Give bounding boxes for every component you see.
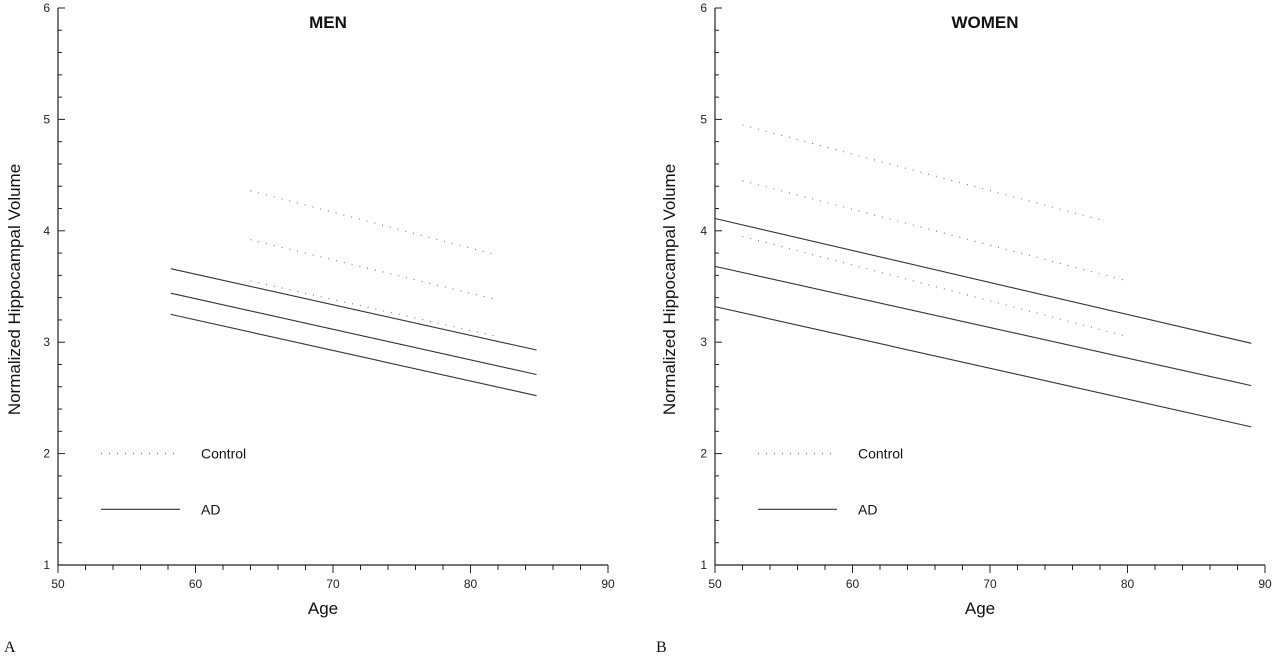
y-tick-label: 6	[700, 1, 707, 15]
ad-series-line	[714, 217, 1252, 344]
legend-ad-label: AD	[858, 501, 877, 517]
y-tick-label: 4	[700, 224, 707, 238]
ad-series-line	[170, 292, 537, 376]
y-tick-label: 2	[700, 447, 707, 461]
y-axis-title: Normalized Hippocampal Volume	[5, 164, 24, 415]
ad-series-line	[170, 268, 537, 351]
x-tick-label: 50	[51, 577, 65, 591]
control-series-line	[742, 180, 1128, 282]
panel-letter: B	[656, 639, 667, 656]
x-tick-label: 60	[189, 577, 203, 591]
legend-ad-label: AD	[201, 501, 220, 517]
x-tick-label: 80	[1121, 577, 1135, 591]
ad-series-line	[714, 265, 1252, 387]
y-tick-label: 3	[43, 335, 50, 349]
control-series-line	[742, 235, 1128, 338]
y-axis-title: Normalized Hippocampal Volume	[660, 164, 679, 415]
y-tick-label: 1	[43, 558, 50, 572]
x-tick-label: 80	[464, 577, 478, 591]
panel-title: WOMEN	[951, 13, 1018, 32]
x-tick-label: 70	[326, 577, 340, 591]
y-tick-label: 1	[700, 558, 707, 572]
legend-control-label: Control	[201, 446, 246, 462]
ad-series-line	[170, 313, 537, 397]
y-tick-label: 4	[43, 224, 50, 238]
panel-letter: A	[4, 639, 16, 656]
y-tick-label: 2	[43, 447, 50, 461]
y-tick-label: 5	[43, 112, 50, 126]
control-series-line	[250, 190, 499, 256]
panel-title: MEN	[309, 13, 347, 32]
chart-panel-b: 1 2 3 4 5 6 50 60 70 80 90 Age Normalized Hippocampa…	[656, 1, 1272, 656]
control-series-line	[250, 239, 499, 301]
y-tick-label: 3	[700, 335, 707, 349]
x-axis-title: Age	[965, 599, 995, 618]
ad-series-line	[714, 306, 1252, 428]
control-series-line	[742, 124, 1101, 221]
x-tick-label: 70	[983, 577, 997, 591]
x-tick-label: 90	[1258, 577, 1272, 591]
x-axis-title: Age	[308, 599, 338, 618]
x-tick-label: 50	[708, 577, 722, 591]
y-tick-label: 5	[700, 112, 707, 126]
x-tick-label: 60	[846, 577, 860, 591]
y-tick-label: 6	[43, 1, 50, 15]
legend-control-label: Control	[858, 446, 903, 462]
control-series-line	[250, 280, 499, 338]
chart-panel-a: 1 2 3 4 5 6 50 60 70 80 90 Age Normalized Hippocampa…	[4, 1, 615, 656]
x-tick-label: 90	[601, 577, 615, 591]
